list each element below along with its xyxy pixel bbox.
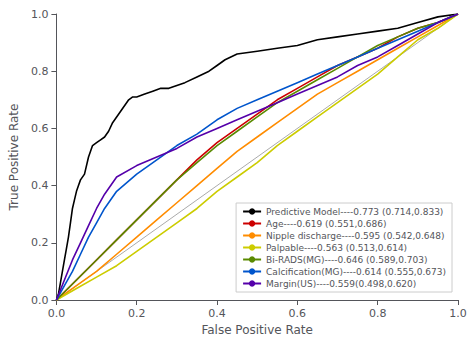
svg-text:0.0: 0.0 bbox=[31, 294, 49, 307]
svg-text:True Positive Rate: True Positive Rate bbox=[7, 104, 21, 212]
svg-text:0.4: 0.4 bbox=[208, 307, 226, 320]
svg-text:Palpable----0.563 (0.513,0.614: Palpable----0.563 (0.513,0.614) bbox=[266, 243, 407, 253]
svg-text:False Positive Rate: False Positive Rate bbox=[201, 323, 313, 337]
svg-text:Calcification(MG)----0.614 (0.: Calcification(MG)----0.614 (0.555,0.673) bbox=[266, 267, 446, 277]
svg-text:Margin(US)----0.559(0.498,0.62: Margin(US)----0.559(0.498,0.620) bbox=[266, 279, 416, 289]
svg-text:0.2: 0.2 bbox=[128, 307, 146, 320]
svg-text:0.0: 0.0 bbox=[48, 307, 66, 320]
svg-text:Predictive Model----0.773 (0.7: Predictive Model----0.773 (0.714,0.833) bbox=[266, 207, 443, 217]
svg-text:Bi-RADS(MG)----0.646 (0.589,0.: Bi-RADS(MG)----0.646 (0.589,0.703) bbox=[266, 255, 427, 265]
svg-text:0.2: 0.2 bbox=[31, 236, 49, 249]
svg-text:Nipple discharge----0.595 (0.5: Nipple discharge----0.595 (0.542,0.648) bbox=[266, 231, 444, 241]
svg-text:0.6: 0.6 bbox=[31, 122, 49, 135]
svg-text:0.8: 0.8 bbox=[31, 65, 49, 78]
svg-text:1.0: 1.0 bbox=[449, 307, 467, 320]
svg-text:0.4: 0.4 bbox=[31, 179, 49, 192]
svg-text:Age----0.619 (0.551,0.686): Age----0.619 (0.551,0.686) bbox=[266, 219, 386, 229]
svg-text:1.0: 1.0 bbox=[31, 8, 49, 21]
svg-text:0.8: 0.8 bbox=[369, 307, 387, 320]
svg-text:0.6: 0.6 bbox=[289, 307, 307, 320]
